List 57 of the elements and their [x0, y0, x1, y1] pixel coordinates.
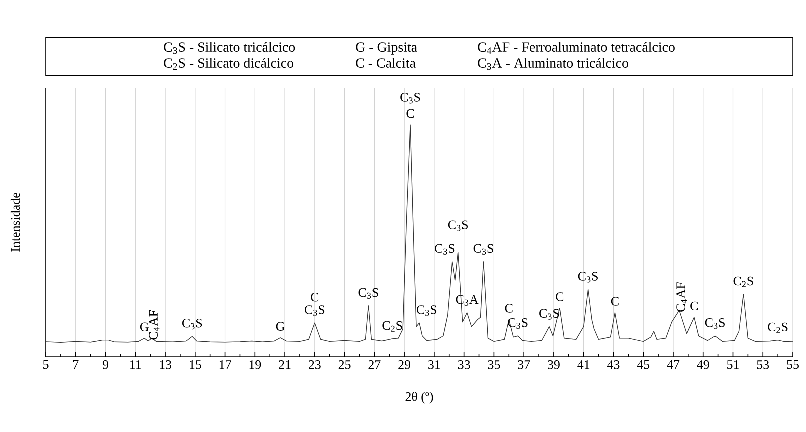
x-tick-label: 45 [637, 360, 650, 370]
x-tick-label: 43 [607, 360, 620, 370]
x-tick-label: 39 [548, 360, 560, 370]
annotation: C [611, 297, 619, 306]
x-tick-label: 29 [398, 360, 410, 370]
annotation: G [276, 322, 285, 331]
annotation: C$_{4}$AF [676, 282, 688, 312]
x-tick-label: 25 [338, 360, 351, 370]
annotation: C$_{3}$S [305, 306, 325, 316]
x-tick-label: 9 [102, 360, 108, 370]
text: C$_{2}$S - Silicato dicálcico [164, 58, 294, 70]
x-tick-label: 5 [44, 360, 49, 370]
annotation: C$_{3}$S [705, 318, 725, 330]
text: C$_{3}$A - Aluminato tricálcico [478, 58, 628, 70]
x-tick-label: 31 [428, 360, 440, 370]
annotation: G [140, 322, 149, 332]
annotation: C$_{3}$S [448, 220, 468, 232]
x-axis-title: 2θ (º) [406, 392, 434, 404]
annotation: C$_{2}$S [734, 276, 754, 288]
x-tick-label: 13 [160, 360, 172, 370]
text: C$_{4}$AF - Ferroaluminato tetracálcico [478, 42, 675, 54]
x-tick-label: 7 [74, 360, 79, 369]
x-tick-label: 41 [578, 360, 590, 370]
x-tick-label: 35 [488, 360, 500, 370]
x-tick-label: 17 [220, 360, 232, 370]
annotation: C$_{2}$S [768, 322, 788, 334]
annotation: C$_{4}$AF [149, 310, 160, 340]
x-tick-label: 47 [667, 360, 680, 370]
x-tick-label: 49 [697, 360, 710, 370]
x-tick-label: 37 [518, 360, 530, 370]
x-tick-label: 51 [728, 360, 739, 370]
text: G - Gipsita [356, 42, 418, 55]
annotation: C$_{3}$S [182, 319, 202, 330]
text: C$_{3}$S - Silicato tricálcico [164, 42, 296, 54]
annotation: C [505, 304, 513, 313]
annotation: C [690, 302, 698, 311]
x-tick-label: 55 [787, 360, 799, 370]
x-tick-label: 27 [368, 360, 381, 370]
x-tick-label: 11 [130, 360, 142, 370]
x-tick-label: 53 [757, 360, 770, 370]
annotation: C$_{3}$S [416, 306, 437, 316]
x-tick-label: 33 [458, 360, 470, 370]
annotation: C$_{3}$S [400, 93, 420, 104]
annotation: C [311, 293, 319, 302]
x-tick-label: 19 [250, 360, 262, 370]
x-tick-label: 15 [190, 360, 202, 370]
annotation: C$_{3}$S [435, 244, 455, 255]
x-tick-label: 21 [279, 360, 291, 370]
annotation: C$_{3}$S [578, 272, 598, 283]
annotation: C [556, 292, 564, 302]
y-axis-title: Intensidade [10, 193, 20, 252]
annotation: C$_{3}$S [474, 244, 494, 255]
x-tick-label: 23 [309, 360, 321, 370]
annotation: C$_{3}$S [358, 288, 378, 299]
annotation: C [406, 109, 414, 118]
annotation: C$_{2}$S [382, 321, 402, 332]
text: C - Calcita [356, 58, 416, 68]
